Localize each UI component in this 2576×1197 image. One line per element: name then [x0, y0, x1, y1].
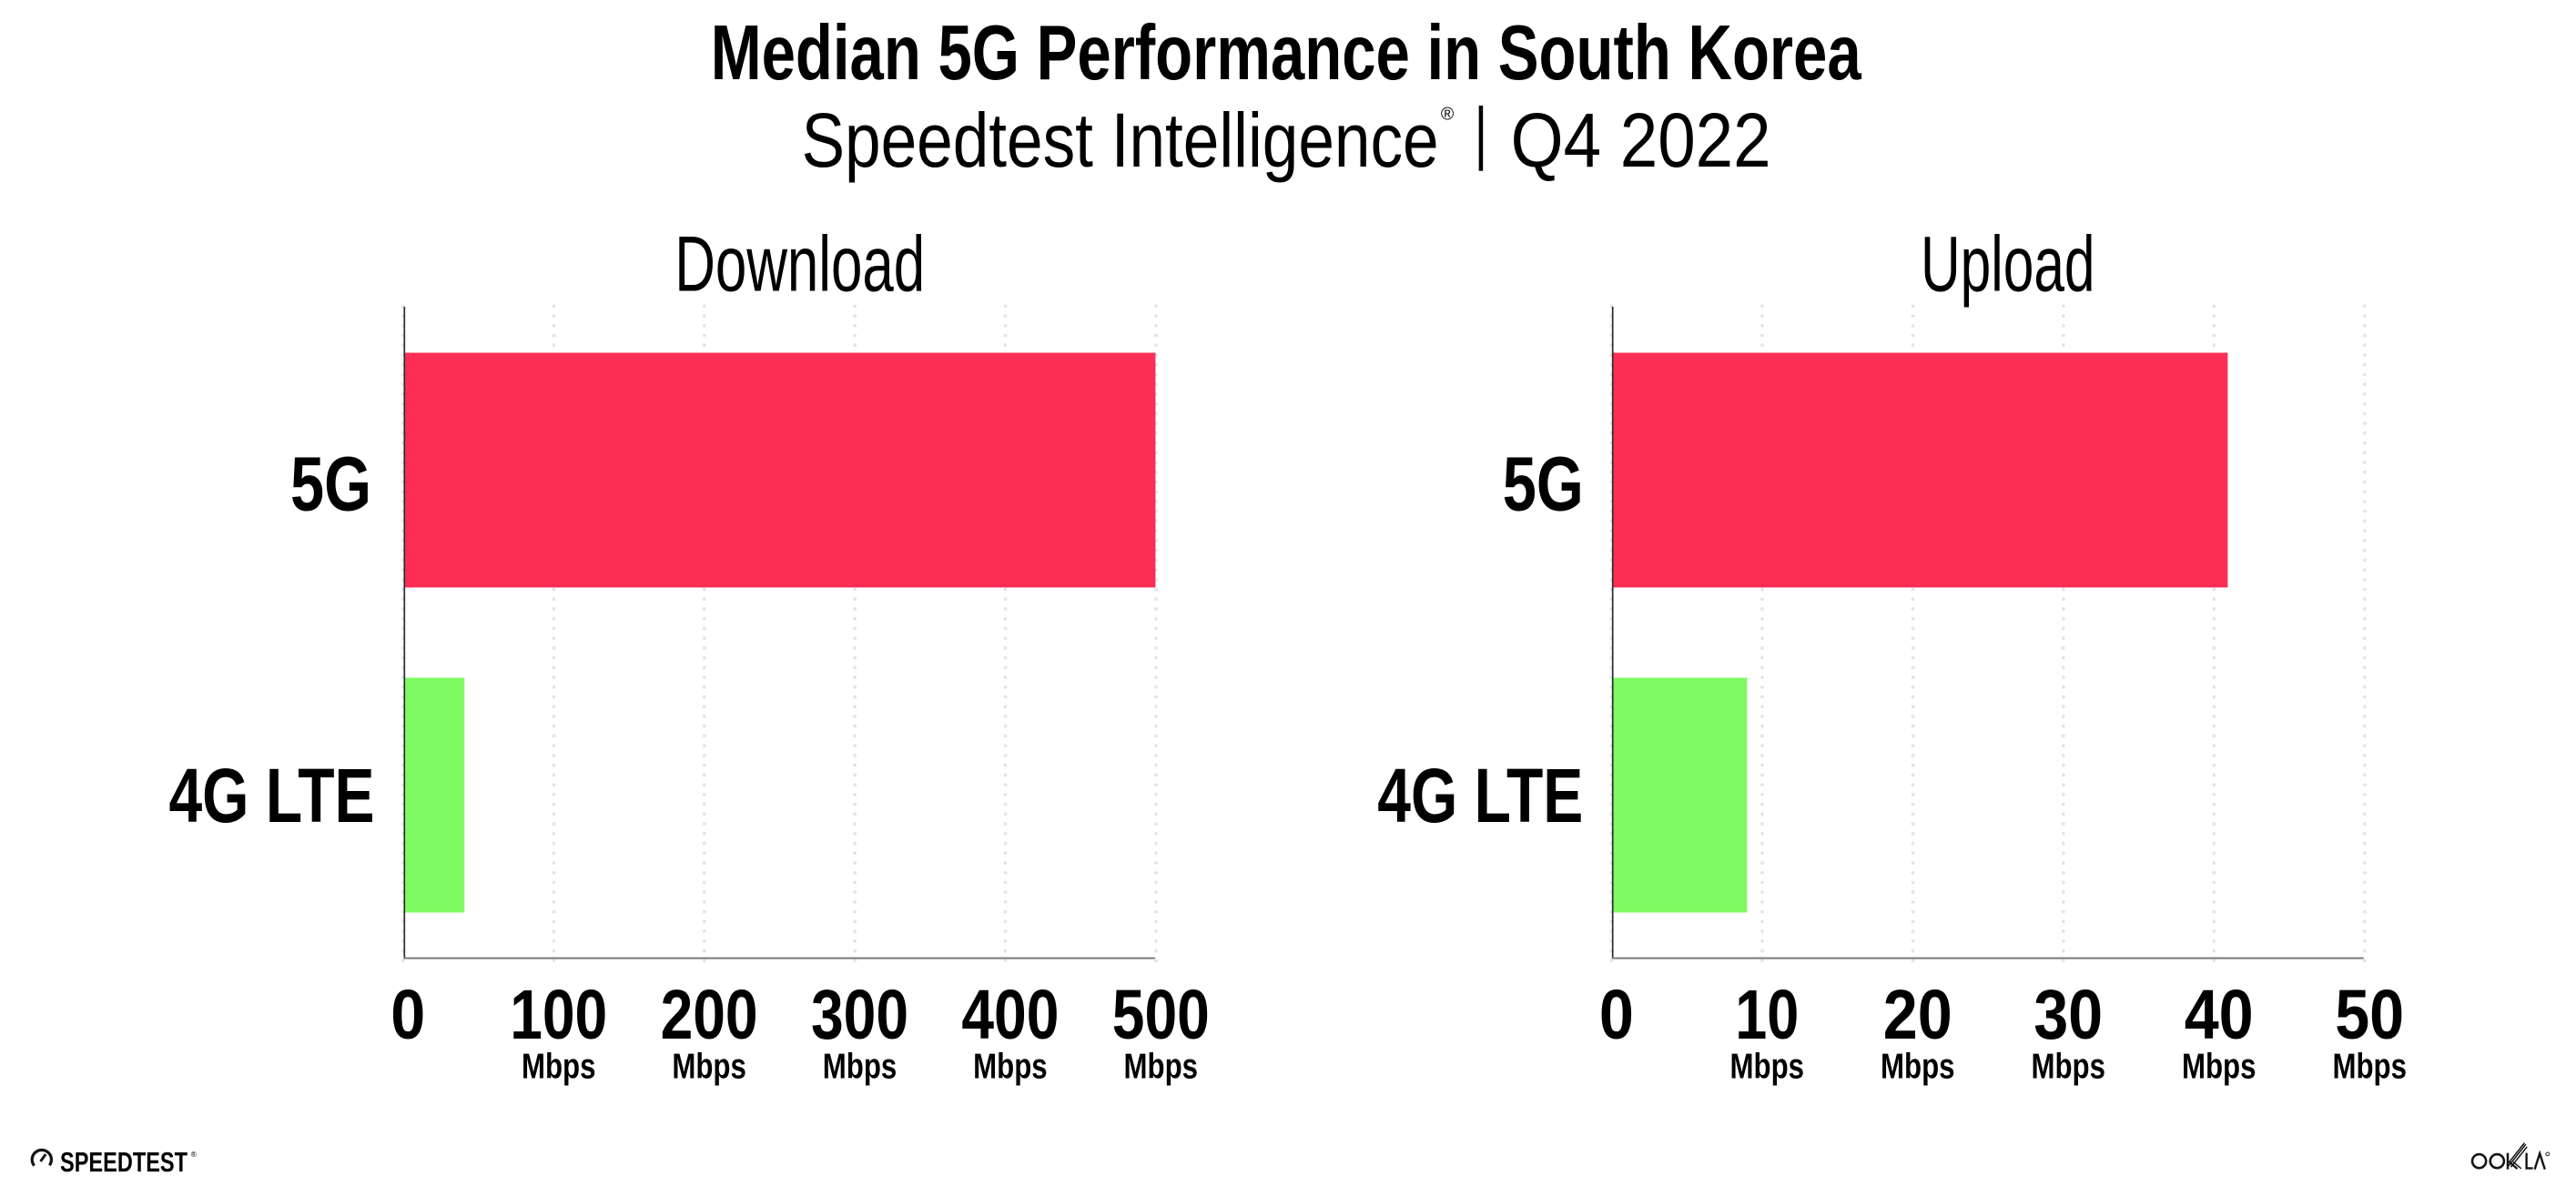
svg-text:0: 0 — [390, 976, 425, 1054]
svg-text:Mbps: Mbps — [1730, 1047, 1805, 1086]
svg-text:30: 30 — [2033, 976, 2103, 1054]
svg-text:Mbps: Mbps — [973, 1047, 1048, 1086]
svg-text:Mbps: Mbps — [2332, 1047, 2407, 1086]
svg-text:50: 50 — [2335, 976, 2404, 1054]
svg-text:40: 40 — [2185, 976, 2254, 1054]
svg-text:20: 20 — [1883, 976, 1952, 1054]
svg-text:Mbps: Mbps — [823, 1047, 898, 1086]
svg-text:200: 200 — [661, 976, 758, 1054]
svg-text:5G: 5G — [290, 441, 371, 527]
svg-text:Mbps: Mbps — [2031, 1047, 2105, 1086]
svg-text:Median 5G Performance in South: Median 5G Performance in South Korea — [711, 9, 1862, 96]
svg-text:Mbps: Mbps — [1124, 1047, 1199, 1086]
svg-text:500: 500 — [1112, 976, 1210, 1054]
svg-text:4G LTE: 4G LTE — [169, 753, 375, 838]
svg-text:400: 400 — [961, 976, 1059, 1054]
svg-text:100: 100 — [510, 976, 607, 1054]
svg-text:5G: 5G — [1503, 441, 1584, 527]
svg-text:4G LTE: 4G LTE — [1377, 753, 1583, 838]
svg-text:Mbps: Mbps — [1881, 1047, 1955, 1086]
svg-text:Mbps: Mbps — [2182, 1047, 2257, 1086]
svg-text:300: 300 — [811, 976, 908, 1054]
svg-text:®: ® — [191, 1151, 197, 1159]
svg-text:®: ® — [1441, 104, 1455, 124]
svg-text:Speedtest Intelligence: Speedtest Intelligence — [802, 96, 1439, 183]
svg-text:Mbps: Mbps — [672, 1047, 746, 1086]
svg-text:SPEEDTEST: SPEEDTEST — [60, 1146, 188, 1178]
svg-text:10: 10 — [1735, 976, 1799, 1054]
svg-text:Mbps: Mbps — [522, 1047, 596, 1086]
svg-text:Download: Download — [674, 221, 925, 309]
svg-text:0: 0 — [1599, 976, 1634, 1054]
svg-text:Q4 2022: Q4 2022 — [1511, 96, 1771, 183]
svg-text:Upload: Upload — [1921, 221, 2095, 309]
